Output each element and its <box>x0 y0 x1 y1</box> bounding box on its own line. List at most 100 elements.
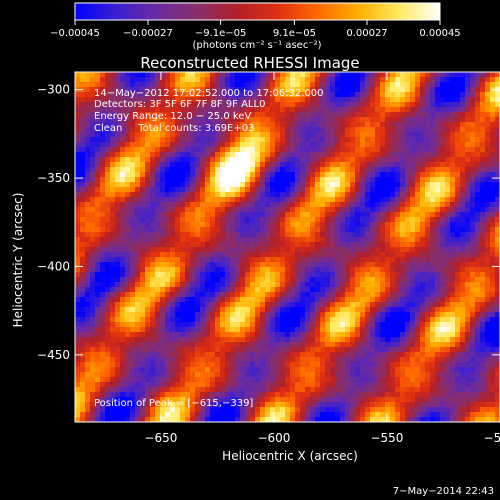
heatmap-cell <box>420 142 425 147</box>
heatmap-cell <box>315 87 320 92</box>
heatmap-cell <box>365 282 370 287</box>
heatmap-cell <box>130 162 135 167</box>
heatmap-cell <box>265 237 270 242</box>
heatmap-cell <box>480 307 485 312</box>
heatmap-cell <box>155 322 160 327</box>
heatmap-cell <box>255 227 260 232</box>
heatmap-cell <box>390 172 395 177</box>
heatmap-cell <box>170 177 175 182</box>
heatmap-cell <box>310 302 315 307</box>
heatmap-cell <box>385 332 390 337</box>
heatmap-cell <box>75 202 80 207</box>
heatmap-cell <box>430 72 435 77</box>
heatmap-cell <box>370 292 375 297</box>
heatmap-cell <box>240 147 245 152</box>
heatmap-cell <box>95 352 100 357</box>
heatmap-cell <box>80 147 85 152</box>
heatmap-cell <box>445 247 450 252</box>
heatmap-cell <box>160 247 165 252</box>
heatmap-cell <box>220 267 225 272</box>
heatmap-cell <box>90 122 95 127</box>
heatmap-cell <box>425 292 430 297</box>
heatmap-cell <box>405 182 410 187</box>
heatmap-cell <box>80 157 85 162</box>
heatmap-cell <box>150 77 155 82</box>
heatmap-cell <box>200 272 205 277</box>
heatmap-cell <box>215 202 220 207</box>
heatmap-cell <box>280 277 285 282</box>
heatmap-cell <box>160 77 165 82</box>
heatmap-cell <box>460 137 465 142</box>
heatmap-cell <box>180 307 185 312</box>
heatmap-cell <box>320 272 325 277</box>
heatmap-cell <box>140 167 145 172</box>
heatmap-cell <box>185 287 190 292</box>
heatmap-cell <box>455 137 460 142</box>
heatmap-cell <box>400 72 405 77</box>
heatmap-cell <box>320 102 325 107</box>
heatmap-cell <box>135 322 140 327</box>
heatmap-cell <box>190 317 195 322</box>
heatmap-cell <box>465 277 470 282</box>
heatmap-cell <box>90 187 95 192</box>
heatmap-cell <box>295 312 300 317</box>
heatmap-cell <box>155 202 160 207</box>
heatmap-cell <box>340 212 345 217</box>
heatmap-cell <box>425 182 430 187</box>
heatmap-cell <box>270 182 275 187</box>
heatmap-cell <box>445 137 450 142</box>
heatmap-cell <box>385 87 390 92</box>
heatmap-cell <box>315 197 320 202</box>
heatmap-cell <box>495 137 500 142</box>
heatmap-cell <box>170 352 175 357</box>
heatmap-cell <box>270 142 275 147</box>
heatmap-cell <box>205 287 210 292</box>
heatmap-cell <box>90 347 95 352</box>
heatmap-cell <box>295 297 300 302</box>
heatmap-cell <box>320 162 325 167</box>
heatmap-cell <box>80 162 85 167</box>
heatmap-cell <box>490 82 495 87</box>
heatmap-cell <box>170 87 175 92</box>
heatmap-cell <box>335 217 340 222</box>
heatmap-cell <box>475 227 480 232</box>
heatmap-cell <box>320 347 325 352</box>
heatmap-cell <box>170 272 175 277</box>
heatmap-cell <box>145 167 150 172</box>
heatmap-cell <box>360 292 365 297</box>
heatmap-cell <box>200 97 205 102</box>
heatmap-cell <box>120 297 125 302</box>
heatmap-cell <box>245 317 250 322</box>
heatmap-cell <box>420 237 425 242</box>
heatmap-cell <box>370 172 375 177</box>
heatmap-cell <box>145 152 150 157</box>
heatmap-cell <box>310 282 315 287</box>
heatmap-cell <box>460 177 465 182</box>
heatmap-cell <box>180 177 185 182</box>
heatmap-cell <box>450 227 455 232</box>
heatmap-cell <box>415 202 420 207</box>
heatmap-cell <box>400 77 405 82</box>
heatmap-cell <box>420 272 425 277</box>
heatmap-cell <box>230 257 235 262</box>
heatmap-cell <box>245 82 250 87</box>
heatmap-cell <box>415 167 420 172</box>
heatmap-cell <box>490 267 495 272</box>
heatmap-cell <box>295 322 300 327</box>
heatmap-cell <box>220 212 225 217</box>
heatmap-cell <box>360 297 365 302</box>
heatmap-cell <box>195 252 200 257</box>
heatmap-cell <box>105 252 110 257</box>
heatmap-cell <box>365 262 370 267</box>
heatmap-cell <box>365 337 370 342</box>
heatmap-cell <box>260 202 265 207</box>
heatmap-cell <box>300 352 305 357</box>
heatmap-cell <box>115 162 120 167</box>
heatmap-cell <box>105 267 110 272</box>
heatmap-cell <box>195 242 200 247</box>
heatmap-cell <box>145 127 150 132</box>
heatmap-cell <box>290 202 295 207</box>
heatmap-cell <box>175 152 180 157</box>
heatmap-cell <box>485 267 490 272</box>
heatmap-cell <box>260 362 265 367</box>
